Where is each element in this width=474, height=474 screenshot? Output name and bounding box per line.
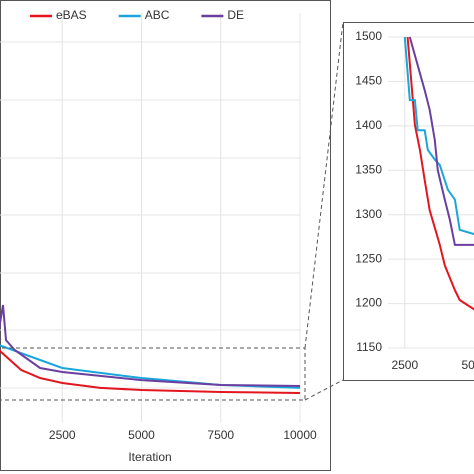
- main-h-grid: [0, 41, 300, 389]
- zoom-box: [0, 347, 306, 401]
- x-tick-label: 5000: [461, 358, 474, 372]
- x-tick-label: 10000: [283, 428, 317, 442]
- y-tick-label: 1250: [355, 251, 382, 265]
- y-tick-label: 1450: [355, 74, 382, 88]
- y-tick-label: 1350: [355, 162, 382, 176]
- x-axis-label: Iteration: [128, 450, 171, 464]
- zoom-connector: [304, 21, 344, 349]
- y-tick-label: 1400: [355, 118, 382, 132]
- zoom-connector: [304, 379, 344, 401]
- series-line: [403, 36, 474, 236]
- legend-label: ABC: [145, 8, 170, 22]
- series-line: [0, 349, 301, 394]
- legend-label: DE: [227, 8, 244, 22]
- y-tick-label: 1200: [355, 296, 382, 310]
- legend-label: eBAS: [56, 8, 87, 22]
- y-tick-label: 1500: [355, 29, 382, 43]
- y-tick-label: 1150: [356, 340, 382, 354]
- x-tick-label: 2500: [49, 428, 76, 442]
- main-frame: [0, 0, 331, 471]
- inset-frame: [343, 22, 474, 381]
- x-tick-label: 5000: [128, 428, 155, 442]
- series-line: [0, 304, 301, 387]
- y-tick-label: 1300: [355, 207, 382, 221]
- x-tick-label: 7500: [207, 428, 234, 442]
- series-line: [408, 36, 474, 246]
- series-line: [406, 36, 474, 311]
- x-tick-label: 2500: [391, 358, 418, 372]
